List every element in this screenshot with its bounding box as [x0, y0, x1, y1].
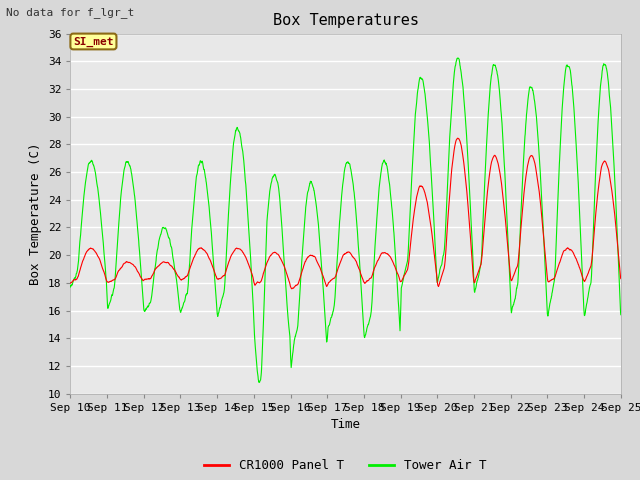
Text: SI_met: SI_met	[73, 36, 114, 47]
X-axis label: Time: Time	[331, 418, 360, 431]
Y-axis label: Box Temperature (C): Box Temperature (C)	[29, 143, 42, 285]
Title: Box Temperatures: Box Temperatures	[273, 13, 419, 28]
Legend: CR1000 Panel T, Tower Air T: CR1000 Panel T, Tower Air T	[199, 455, 492, 477]
Text: No data for f_lgr_t: No data for f_lgr_t	[6, 7, 134, 18]
